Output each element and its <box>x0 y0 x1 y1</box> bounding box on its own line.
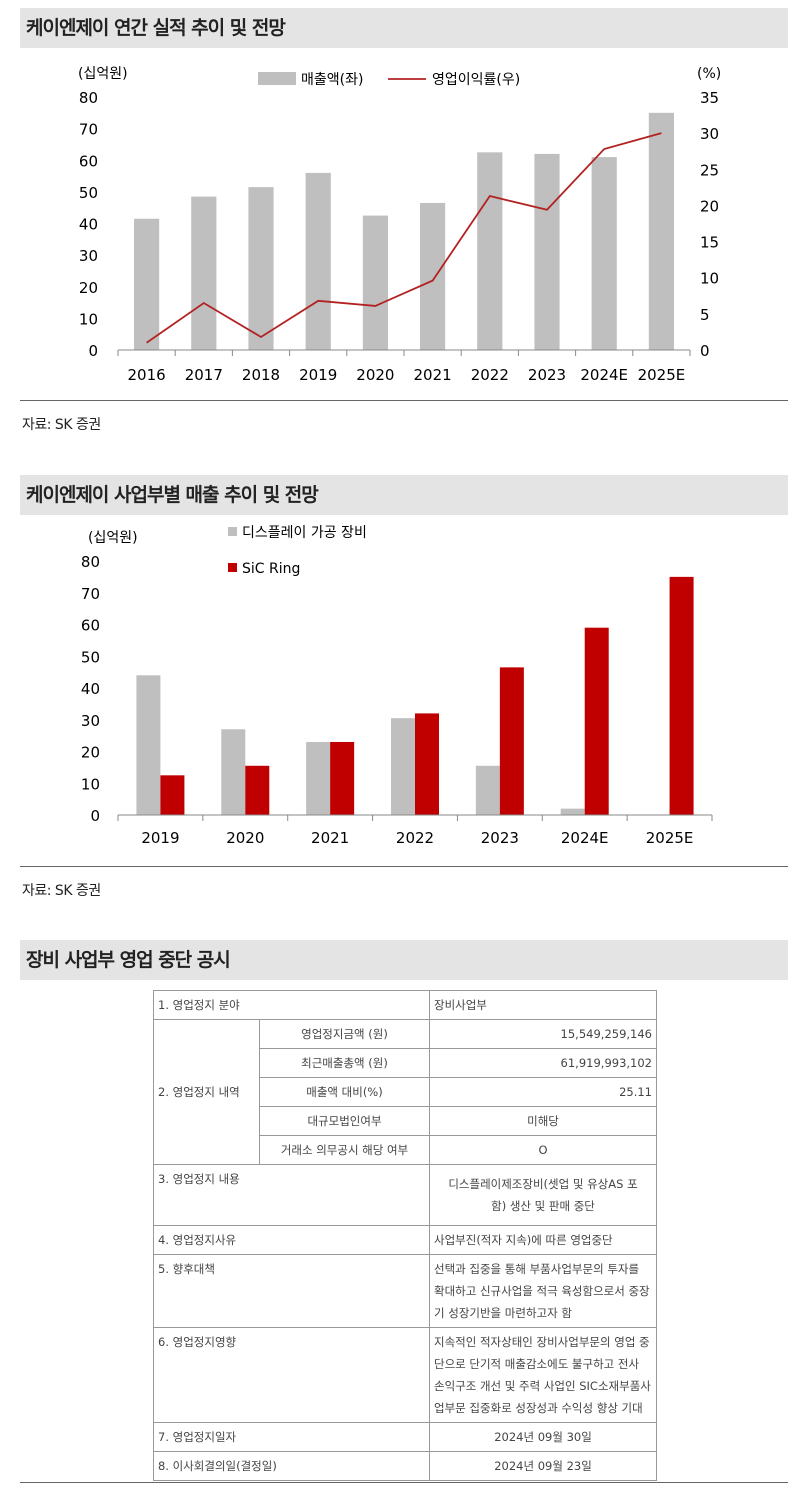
legend-swatch <box>228 563 237 572</box>
bar <box>669 576 694 815</box>
y-tick-label: 10 <box>81 775 100 793</box>
bar <box>305 172 331 350</box>
legend-swatch-bar <box>258 72 296 85</box>
x-tick-label: 2025E <box>638 366 686 384</box>
legend-label: 매출액(좌) <box>301 72 363 88</box>
bar <box>477 152 503 350</box>
y-tick-label: 70 <box>81 585 100 603</box>
x-tick-label: 2025E <box>646 829 694 847</box>
chart-segment-sales: (십억원) 0 10 20 30 40 50 60 70 80 디스플레이 가공 장비 SiC Rin… <box>81 525 713 847</box>
bar <box>362 215 388 350</box>
x-tick-label: 2019 <box>141 829 179 847</box>
y-tick-label: 80 <box>81 553 100 571</box>
y-tick-label: 20 <box>81 744 100 762</box>
section-title-segment: 케이엔제이 사업부별 매출 추이 및 전망 <box>20 475 788 515</box>
y-tick-label: 20 <box>79 279 98 297</box>
x-tick-label: 2018 <box>242 366 280 384</box>
x-tick-label: 2017 <box>185 366 223 384</box>
y2-tick-label: 0 <box>700 342 710 360</box>
y2-tick-label: 5 <box>700 306 710 324</box>
table-row: 5. 향후대책 선택과 집중을 통해 부품사업부문의 투자를 확대하고 신규사업을… <box>153 1254 657 1328</box>
y-tick-label: 30 <box>79 247 98 265</box>
legend-label: 영업이익률(우) <box>432 72 520 88</box>
source-note: 자료: SK 증권 <box>22 883 101 899</box>
bar <box>391 718 415 815</box>
chart-annual-performance: (십억원) (%) 0 10 20 30 40 50 60 70 80 0 5 10 15 20 25 30 35 2… <box>78 66 721 384</box>
source-note: 자료: SK 증권 <box>22 417 101 433</box>
x-tick-label: 2024E <box>561 829 609 847</box>
x-tick-label: 2021 <box>311 829 349 847</box>
x-tick-label: 2022 <box>471 366 509 384</box>
legend-swatch <box>228 527 237 536</box>
y-tick-label: 60 <box>79 152 98 170</box>
bar <box>560 808 585 815</box>
table-row: 1. 영업정지 분야 장비사업부 <box>153 990 657 1020</box>
table-row: 8. 이사회결의일(결정일) 2024년 09월 23일 <box>153 1451 657 1481</box>
bar <box>221 729 246 815</box>
bar <box>534 153 560 350</box>
y2-tick-label: 10 <box>700 270 719 288</box>
bar <box>499 667 524 815</box>
bar <box>245 765 270 815</box>
x-tick-label: 2021 <box>414 366 452 384</box>
table-row: 4. 영업정지사유 사업부진(적자 지속)에 따른 영업중단 <box>153 1225 657 1255</box>
x-tick-label: 2020 <box>226 829 264 847</box>
x-tick-label: 2023 <box>528 366 566 384</box>
y-tick-label: 50 <box>81 648 100 666</box>
bar <box>191 196 217 350</box>
y-tick-label: 40 <box>81 680 100 698</box>
legend-label: 디스플레이 가공 장비 <box>242 525 367 541</box>
bar <box>330 741 355 815</box>
y2-axis-label: (%) <box>697 66 721 82</box>
bar <box>306 741 331 815</box>
x-tick-label: 2019 <box>299 366 337 384</box>
bar <box>475 765 500 815</box>
divider <box>20 866 788 867</box>
y2-tick-label: 35 <box>700 89 719 107</box>
disclosure-table: 1. 영업정지 분야 장비사업부 2. 영업정지 내역 영업정지금액 (원) 15,5… <box>153 990 657 1481</box>
table-row: 7. 영업정지일자 2024년 09월 30일 <box>153 1422 657 1452</box>
x-tick-label: 2020 <box>356 366 394 384</box>
bar <box>160 775 185 815</box>
section-title-annual: 케이엔제이 연간 실적 추이 및 전망 <box>20 8 788 48</box>
x-tick-label: 2016 <box>128 366 166 384</box>
y2-tick-label: 25 <box>700 161 719 179</box>
table-row: 2. 영업정지 내역 영업정지금액 (원) 15,549,259,146 <box>153 1019 657 1165</box>
divider <box>20 400 788 401</box>
y-tick-label: 0 <box>88 342 98 360</box>
bar <box>134 218 160 350</box>
section-title-disclosure: 장비 사업부 영업 중단 공시 <box>20 940 788 980</box>
bar <box>648 112 674 350</box>
legend-label: SiC Ring <box>242 561 300 577</box>
bar <box>584 627 609 815</box>
x-tick-label: 2023 <box>481 829 519 847</box>
x-tick-label: 2022 <box>396 829 434 847</box>
y-tick-label: 50 <box>79 184 98 202</box>
y-tick-label: 40 <box>79 216 98 234</box>
bar <box>591 157 617 350</box>
line-series <box>146 132 662 344</box>
y-axis-label: (십억원) <box>78 66 128 82</box>
bar <box>415 713 439 815</box>
y-tick-label: 10 <box>79 310 98 328</box>
y-tick-label: 60 <box>81 617 100 635</box>
y-tick-label: 70 <box>79 121 98 139</box>
divider <box>20 1482 788 1483</box>
bar <box>420 202 446 350</box>
bar <box>136 675 161 815</box>
y-tick-label: 0 <box>90 807 100 825</box>
y-axis-label: (십억원) <box>88 530 138 546</box>
table-row: 6. 영업정지영향 지속적인 적자상태인 장비사업부문의 영업 중단으로 단기적 … <box>153 1327 657 1423</box>
y-tick-label: 30 <box>81 712 100 730</box>
y2-tick-label: 30 <box>700 125 719 143</box>
table-row: 3. 영업정지 내용 디스플레이제조장비(셋업 및 유상AS 포함) 생산 및 판… <box>153 1164 657 1226</box>
x-tick-label: 2024E <box>580 366 628 384</box>
y2-tick-label: 20 <box>700 197 719 215</box>
y2-tick-label: 15 <box>700 234 719 252</box>
bar <box>248 187 274 350</box>
table-row: 거래소 의무공시 해당 여부 O <box>154 1135 657 1165</box>
y-tick-label: 80 <box>79 89 98 107</box>
